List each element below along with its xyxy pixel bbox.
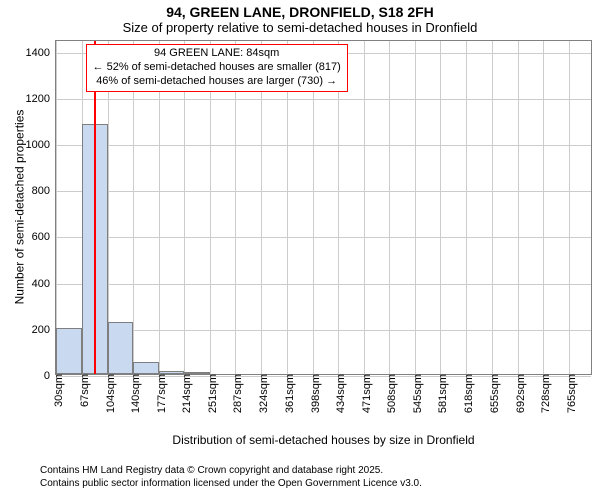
y-tick-label: 200 <box>32 324 56 336</box>
y-tick-label: 1000 <box>26 139 56 151</box>
x-tick-label: 67sqm <box>73 374 91 407</box>
x-tick-label: 177sqm <box>150 374 168 413</box>
footer-line-2: Contains public sector information licen… <box>40 478 600 491</box>
histogram-bar <box>56 328 82 374</box>
gridline-vertical <box>440 41 441 374</box>
gridline-horizontal <box>56 145 591 146</box>
x-tick-label: 361sqm <box>278 374 296 413</box>
histogram-bar <box>133 362 159 374</box>
gridline-horizontal <box>56 99 591 100</box>
y-tick-label: 400 <box>32 278 56 290</box>
gridline-vertical <box>466 41 467 374</box>
x-tick-label: 655sqm <box>483 374 501 413</box>
x-tick-label: 104sqm <box>99 374 117 413</box>
x-tick-label: 471sqm <box>355 374 373 413</box>
x-tick-label: 30sqm <box>47 374 65 407</box>
gridline-vertical <box>569 41 570 374</box>
x-tick-label: 434sqm <box>329 374 347 413</box>
gridline-vertical <box>389 41 390 374</box>
histogram-chart: 020040060080010001200140030sqm67sqm104sq… <box>0 35 600 465</box>
annotation-line: 46% of semi-detached houses are larger (… <box>93 75 341 89</box>
x-tick-label: 728sqm <box>534 374 552 413</box>
x-tick-label: 214sqm <box>175 374 193 413</box>
annotation-line: 94 GREEN LANE: 84sqm <box>93 47 341 61</box>
x-tick-label: 398sqm <box>304 374 322 413</box>
annotation-line: ← 52% of semi-detached houses are smalle… <box>93 61 341 75</box>
y-tick-label: 800 <box>32 185 56 197</box>
histogram-bar <box>184 372 210 374</box>
annotation-box: 94 GREEN LANE: 84sqm← 52% of semi-detach… <box>86 44 348 91</box>
histogram-bar <box>108 322 133 374</box>
x-tick-label: 765sqm <box>560 374 578 413</box>
gridline-horizontal <box>56 330 591 331</box>
gridline-horizontal <box>56 284 591 285</box>
gridline-vertical <box>518 41 519 374</box>
gridline-vertical <box>492 41 493 374</box>
histogram-bar <box>159 371 185 374</box>
plot-area: 020040060080010001200140030sqm67sqm104sq… <box>55 40 592 375</box>
gridline-horizontal <box>56 237 591 238</box>
y-axis-label: Number of semi-detached properties <box>12 39 26 374</box>
gridline-vertical <box>543 41 544 374</box>
title-line-2: Size of property relative to semi-detach… <box>0 20 600 35</box>
data-source-footer: Contains HM Land Registry data © Crown c… <box>0 465 600 490</box>
x-tick-label: 140sqm <box>124 374 142 413</box>
gridline-horizontal <box>56 191 591 192</box>
y-tick-label: 1400 <box>26 47 56 59</box>
chart-title-block: 94, GREEN LANE, DRONFIELD, S18 2FH Size … <box>0 0 600 35</box>
x-tick-label: 618sqm <box>457 374 475 413</box>
x-tick-label: 324sqm <box>252 374 270 413</box>
gridline-vertical <box>415 41 416 374</box>
title-line-1: 94, GREEN LANE, DRONFIELD, S18 2FH <box>0 4 600 20</box>
y-tick-label: 600 <box>32 231 56 243</box>
x-tick-label: 545sqm <box>406 374 424 413</box>
x-tick-label: 692sqm <box>509 374 527 413</box>
footer-line-1: Contains HM Land Registry data © Crown c… <box>40 465 600 478</box>
gridline-vertical <box>56 41 57 374</box>
gridline-vertical <box>364 41 365 374</box>
x-tick-label: 251sqm <box>201 374 219 413</box>
x-tick-label: 287sqm <box>226 374 244 413</box>
x-tick-label: 508sqm <box>380 374 398 413</box>
x-tick-label: 581sqm <box>431 374 449 413</box>
x-axis-label: Distribution of semi-detached houses by … <box>55 433 592 447</box>
y-tick-label: 1200 <box>26 93 56 105</box>
